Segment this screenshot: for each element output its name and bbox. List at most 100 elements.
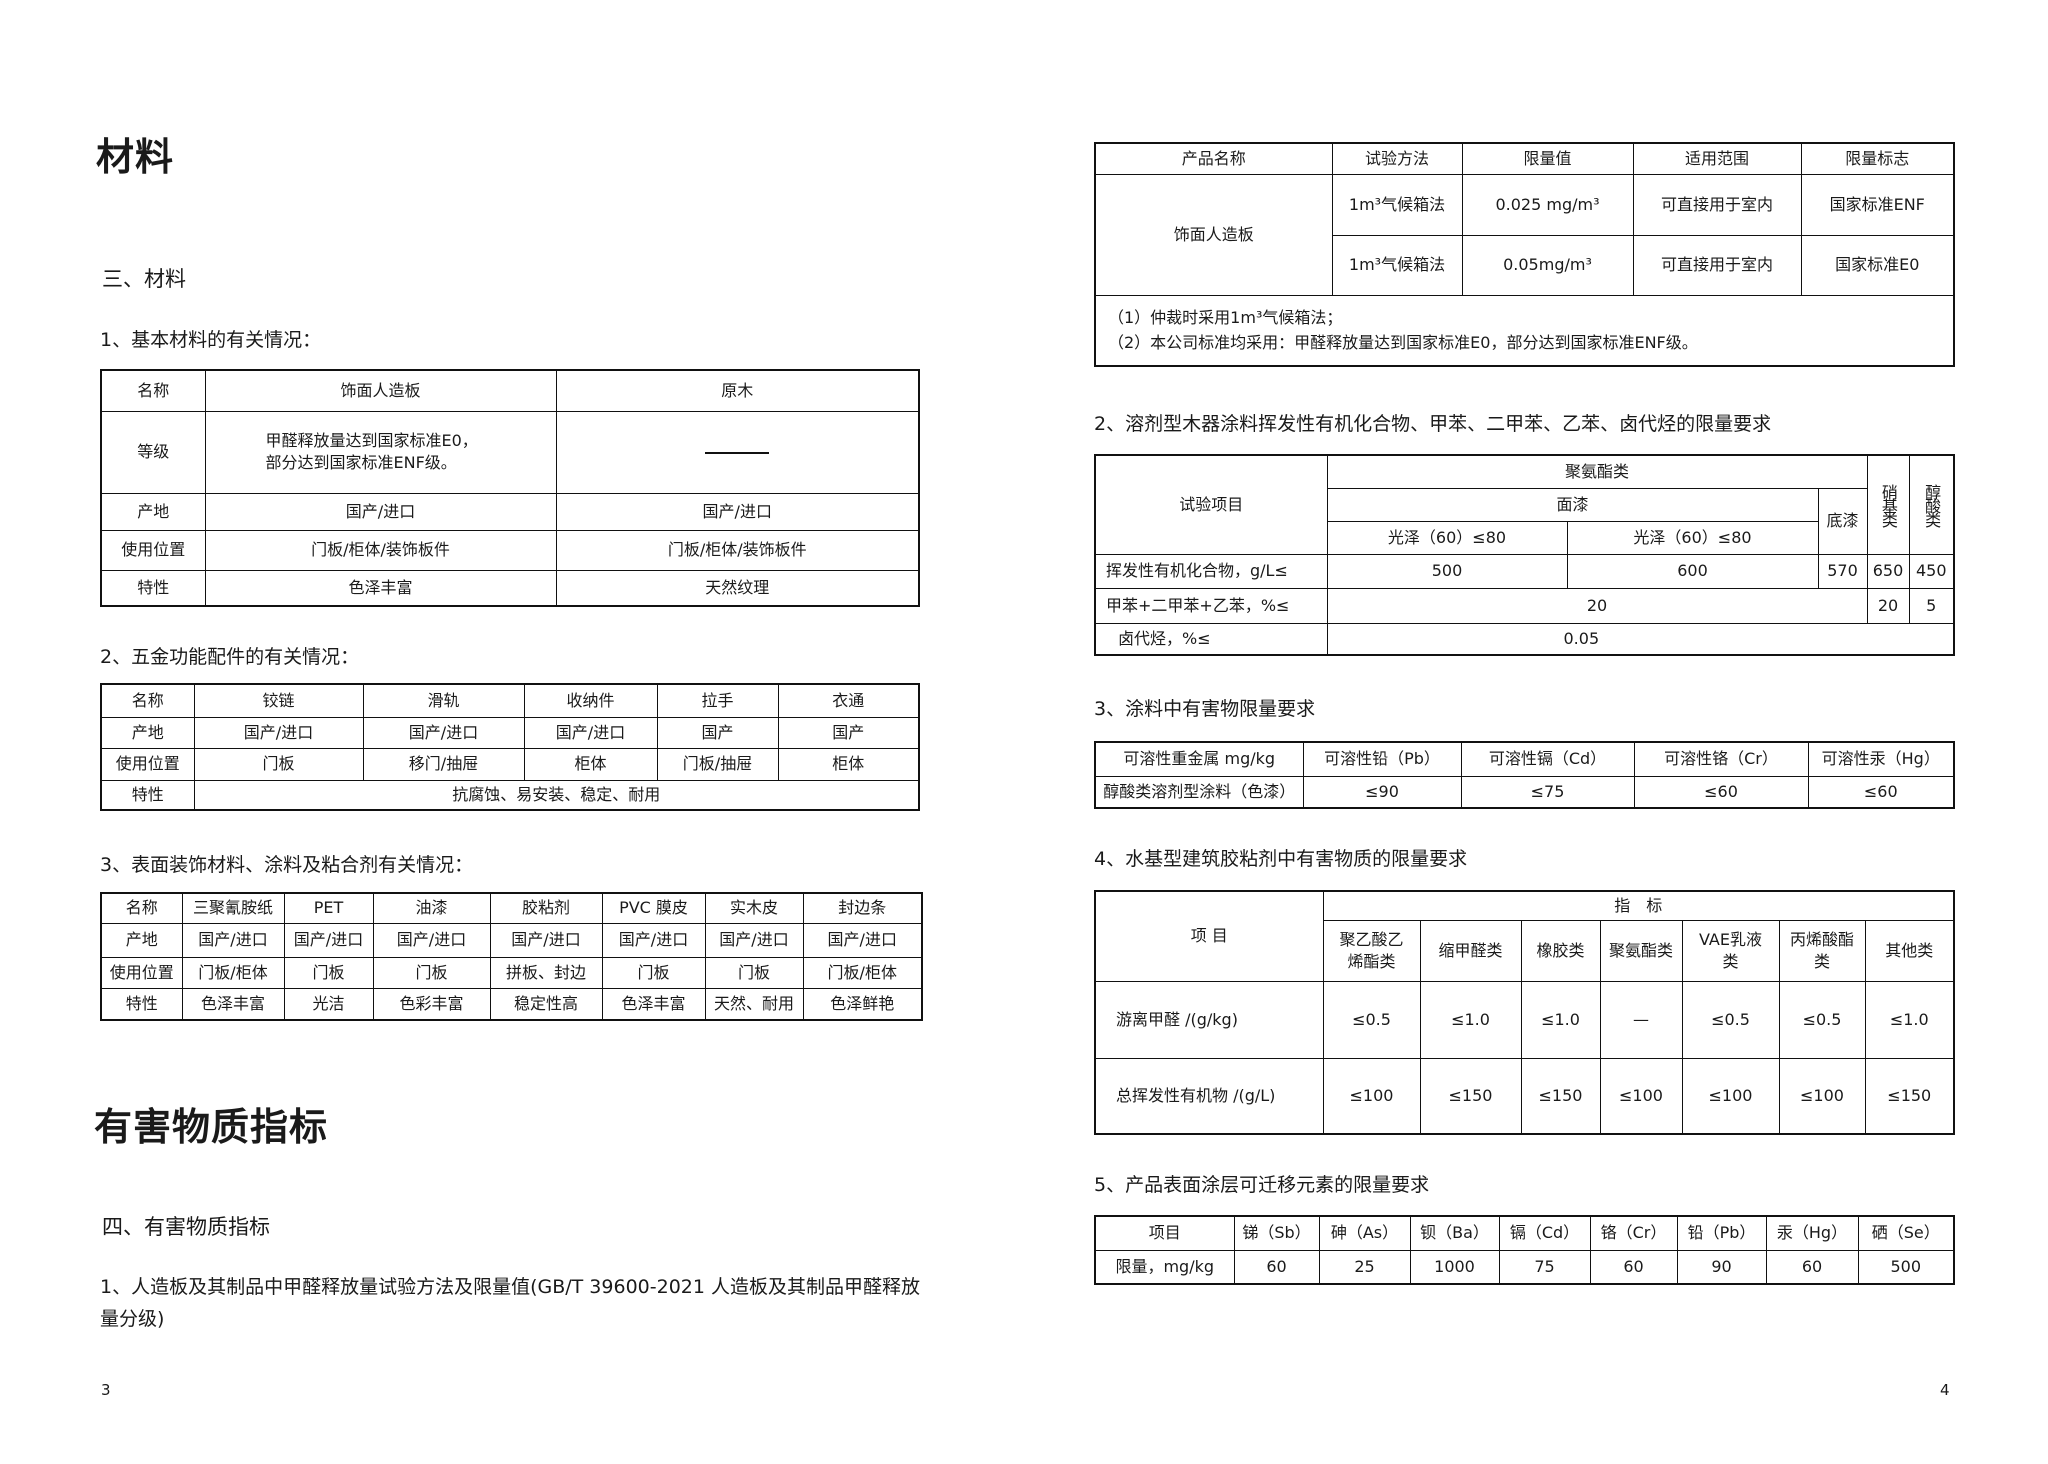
subsection-heading: 5、产品表面涂层可迁移元素的限量要求 <box>1094 1174 1430 1196</box>
table-cell: 500 <box>1857 1249 1955 1285</box>
table-cell: 国家标准E0 <box>1800 234 1955 296</box>
table-header: 聚氨酯类 <box>1599 919 1683 982</box>
table-cell: ≤60 <box>1633 775 1809 809</box>
table-cell: 稳定性高 <box>489 987 603 1021</box>
table-cell: 门板/柜体 <box>802 956 923 989</box>
table-cell: 1000 <box>1409 1249 1500 1285</box>
table-header: 饰面人造板 <box>204 369 557 412</box>
table-cell: ≤75 <box>1460 775 1635 809</box>
table-cell: 汞（Hg） <box>1765 1215 1859 1251</box>
table-cell: 拉手 <box>656 683 779 718</box>
table-cell: 450 <box>1908 553 1955 589</box>
table-cell: 门板 <box>601 956 706 989</box>
table-cell: 等级 <box>100 410 206 494</box>
table-cell: 国产/进口 <box>802 922 923 958</box>
table-cell: 卤代烃，%≤ <box>1094 622 1328 656</box>
table-header: 试验项目 <box>1094 454 1328 555</box>
table-cell: 天然纹理 <box>555 569 920 607</box>
table-cell: 门板 <box>372 956 491 989</box>
grade-line: 部分达到国家标准ENF级。 <box>265 453 457 472</box>
table-cell: 20 <box>1866 587 1910 624</box>
table-cell: 特性 <box>100 779 195 811</box>
dash-mark <box>705 451 770 454</box>
page-title-materials: 材料 <box>96 135 175 179</box>
table-header: VAE乳液类 <box>1681 919 1780 982</box>
table-header: 原木 <box>555 369 920 412</box>
table-cell: 产地 <box>100 492 206 531</box>
adhesive-table: 项 目 指 标 聚乙酸乙烯酯类 缩甲醛类 橡胶类 聚氨酯类 VAE乳液类 丙烯酸… <box>1094 890 1956 1135</box>
table-cell: 国产/进口 <box>181 922 285 958</box>
table-cell: 600 <box>1566 553 1819 589</box>
table-header: 聚氨酯类 <box>1326 454 1868 489</box>
page-number: 3 <box>101 1381 111 1399</box>
table-cell: 国产/进口 <box>372 922 491 958</box>
basic-materials-table: 名称 饰面人造板 原木 等级 甲醛释放量达到国家标准E0， 部分达到国家标准EN… <box>100 369 920 607</box>
table-cell: 饰面人造板 <box>1094 173 1333 296</box>
table-cell: 胶粘剂 <box>489 892 603 924</box>
table-header: 名称 <box>100 369 206 412</box>
table-cell: ≤150 <box>1419 1057 1522 1135</box>
hardware-table: 名称 铰链 滑轨 收纳件 拉手 衣通 产地 国产/进口 国产/进口 国产/进口 国产 国产 使用位置… <box>100 683 920 811</box>
table-cell: 门板/柜体 <box>181 956 285 989</box>
table-cell: ≤100 <box>1681 1057 1780 1135</box>
table-cell: 可溶性铬（Cr） <box>1633 741 1809 777</box>
formaldehyde-limit-table: 产品名称 试验方法 限量值 适用范围 限量标志 饰面人造板 1m³气候箱法 0.025 … <box>1094 142 1955 367</box>
table-cell: 可溶性铅（Pb） <box>1302 741 1462 777</box>
table-cell: ≤0.5 <box>1778 980 1866 1059</box>
table-cell: PET <box>283 892 374 924</box>
table-cell: 0.05 <box>1326 622 1955 656</box>
table-cell: 油漆 <box>372 892 491 924</box>
table-cell: 移门/抽屉 <box>362 747 525 781</box>
table-cell: 国产/进口 <box>489 922 603 958</box>
table-cell: 限量值 <box>1461 142 1634 175</box>
table-cell: 实木皮 <box>704 892 804 924</box>
table-cell: 抗腐蚀、易安装、稳定、耐用 <box>193 779 920 811</box>
table-cell: 特性 <box>100 987 183 1021</box>
table-header: 硝基类 <box>1866 454 1910 555</box>
table-header: 缩甲醛类 <box>1419 919 1522 982</box>
table-cell: 可溶性汞（Hg） <box>1807 741 1955 777</box>
table-cell: 色泽丰富 <box>204 569 557 607</box>
table-cell: 总挥发性有机物 /(g/L) <box>1094 1057 1324 1135</box>
table-cell: 可溶性镉（Cd） <box>1460 741 1635 777</box>
table-cell: 国产 <box>656 716 779 749</box>
table-cell: 天然、耐用 <box>704 987 804 1021</box>
table-cell: ≤1.0 <box>1864 980 1955 1059</box>
table-cell: 可直接用于室内 <box>1632 173 1802 236</box>
table-header: 光泽（60）≤80 <box>1566 520 1819 555</box>
table-cell: 收纳件 <box>523 683 658 718</box>
table-cell: 衣通 <box>777 683 920 718</box>
table-cell: 试验方法 <box>1331 142 1463 175</box>
table-cell: 项目 <box>1094 1215 1235 1251</box>
table-cell: 铰链 <box>193 683 364 718</box>
subsection-heading: 2、溶剂型木器涂料挥发性有机化合物、甲苯、二甲苯、乙苯、卤代烃的限量要求 <box>1094 413 1772 435</box>
table-cell: 60 <box>1589 1249 1678 1285</box>
table-cell: ≤60 <box>1807 775 1955 809</box>
solvent-coating-table: 试验项目 聚氨酯类 硝基类 醇酸类 面漆 底漆 光泽（60）≤80 光泽（60）… <box>1094 454 1956 656</box>
table-cell: 门板/柜体/装饰板件 <box>555 529 920 571</box>
table-cell: 60 <box>1233 1249 1320 1285</box>
table-header: 底漆 <box>1817 487 1868 555</box>
table-cell: 国产/进口 <box>193 716 364 749</box>
table-cell: 限量标志 <box>1800 142 1955 175</box>
table-header: 指 标 <box>1322 890 1955 921</box>
heavy-metal-table: 可溶性重金属 mg/kg 可溶性铅（Pb） 可溶性镉（Cd） 可溶性铬（Cr） 可溶性汞… <box>1094 741 1955 809</box>
table-cell: 25 <box>1318 1249 1411 1285</box>
table-cell: 门板/抽屉 <box>656 747 779 781</box>
table-cell: 门板/柜体/装饰板件 <box>204 529 557 571</box>
table-cell: PVC 膜皮 <box>601 892 706 924</box>
table-cell: 产品名称 <box>1094 142 1333 175</box>
subsection-heading: 1、人造板及其制品中甲醛释放量试验方法及限量值(GB/T 39600-2021 … <box>100 1276 920 1298</box>
table-cell: ≤150 <box>1520 1057 1601 1135</box>
table-cell: 光洁 <box>283 987 374 1021</box>
table-header: 丙烯酸酯类 <box>1778 919 1866 982</box>
table-cell: 镉（Cd） <box>1498 1215 1591 1251</box>
table-cell: 1m³气候箱法 <box>1331 234 1463 296</box>
table-header: 聚乙酸乙烯酯类 <box>1322 919 1421 982</box>
table-cell: 醇酸类溶剂型涂料（色漆） <box>1094 775 1304 809</box>
table-cell: 色泽丰富 <box>181 987 285 1021</box>
table-cell: 钡（Ba） <box>1409 1215 1500 1251</box>
table-cell: 游离甲醛 /(g/kg) <box>1094 980 1324 1059</box>
table-cell: 75 <box>1498 1249 1591 1285</box>
table-cell: 色彩丰富 <box>372 987 491 1021</box>
